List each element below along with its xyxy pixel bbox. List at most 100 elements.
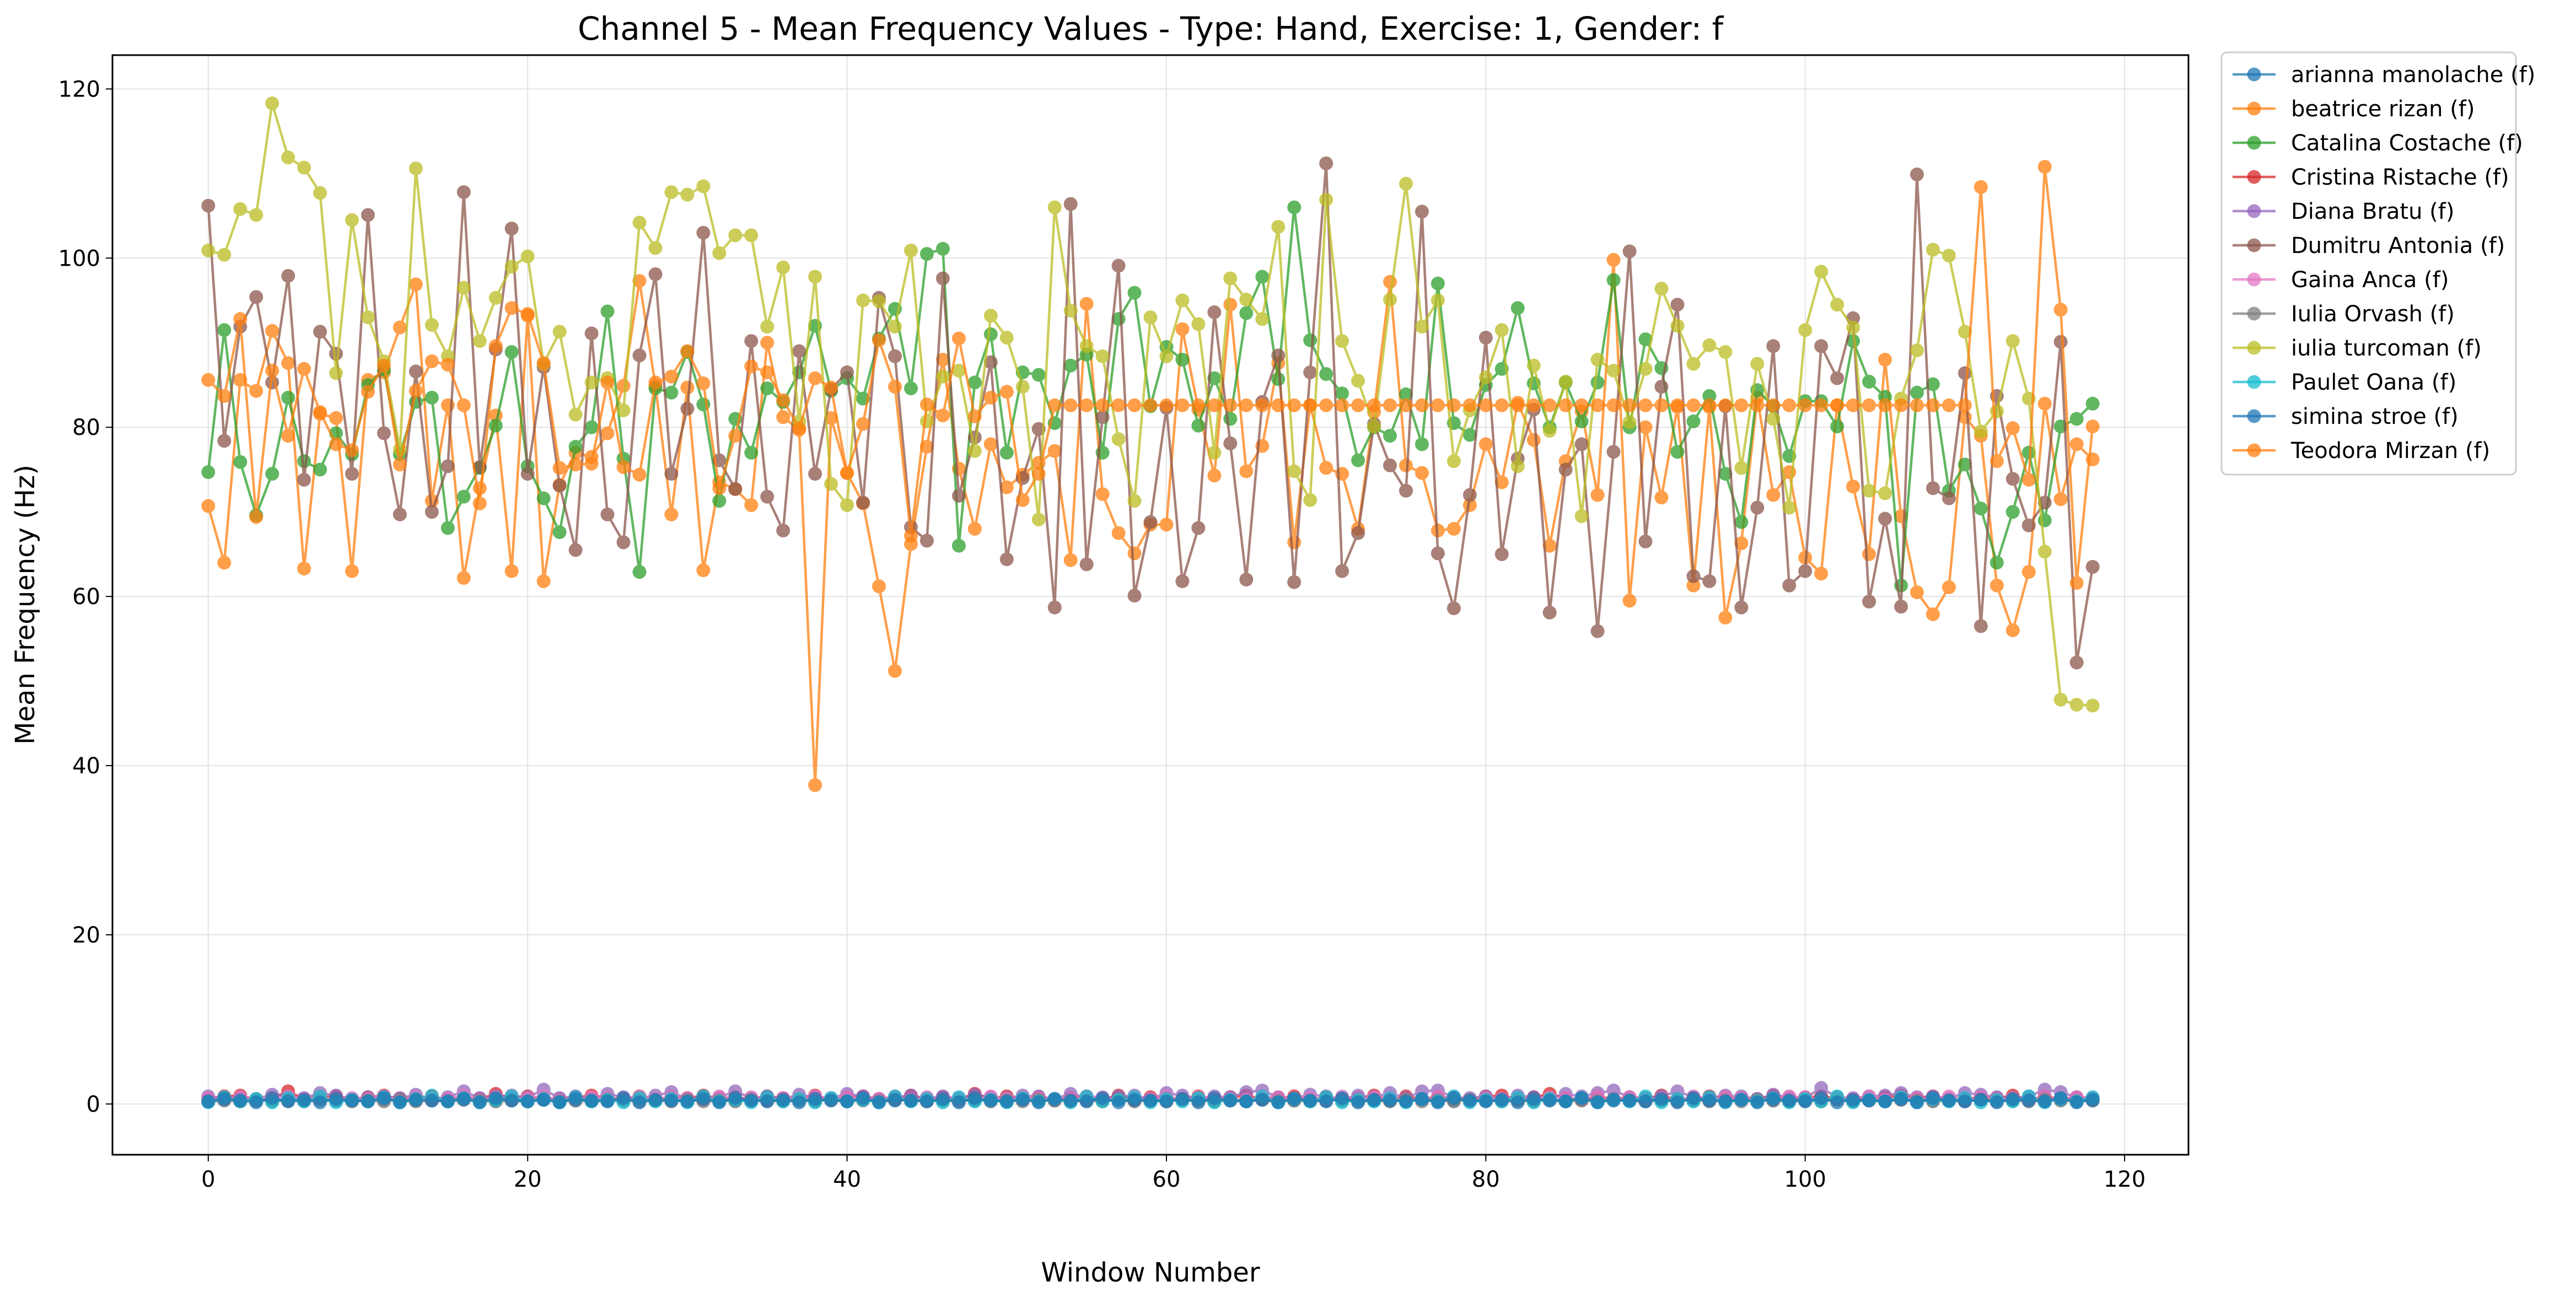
data-point: [600, 426, 615, 440]
data-point: [313, 462, 327, 477]
data-point: [1638, 398, 1653, 412]
data-point: [345, 1094, 359, 1108]
data-point: [904, 244, 918, 257]
data-point: [840, 498, 854, 512]
data-point: [265, 96, 279, 110]
data-point: [1015, 493, 1030, 507]
data-point: [377, 426, 391, 440]
data-point: [1798, 564, 1813, 578]
data-point: [440, 358, 455, 372]
data-point: [935, 408, 950, 423]
data-point: [1127, 286, 1142, 300]
data-point: [377, 358, 391, 373]
data-point: [1942, 249, 1956, 263]
data-point: [1926, 481, 1940, 496]
data-point: [648, 241, 663, 255]
legend-entry: iulia turcoman (f): [2233, 336, 2482, 361]
data-point: [1558, 1094, 1573, 1108]
data-point: [297, 472, 311, 487]
data-point: [1989, 578, 2004, 593]
data-point: [488, 339, 503, 353]
data-point: [536, 491, 551, 505]
data-point: [1399, 458, 1413, 472]
data-point: [1606, 273, 1621, 287]
data-point: [1319, 461, 1333, 475]
data-point: [1606, 398, 1621, 412]
data-point: [1383, 429, 1397, 443]
data-point: [1111, 259, 1126, 273]
data-point: [632, 348, 647, 363]
data-point: [1973, 619, 1988, 633]
data-point: [1079, 1094, 1094, 1108]
legend-entry: Diana Bratu (f): [2233, 199, 2454, 224]
y-tick-label: 20: [72, 923, 100, 948]
data-point: [568, 457, 583, 472]
data-point: [2037, 396, 2052, 411]
data-point: [999, 1094, 1014, 1108]
legend-marker: [2247, 101, 2261, 116]
data-point: [217, 247, 232, 262]
data-point: [632, 467, 647, 482]
data-point: [1910, 398, 1924, 412]
data-point: [2085, 419, 2100, 434]
data-point: [504, 260, 519, 274]
data-point: [1654, 398, 1669, 412]
data-point: [472, 334, 487, 348]
legend-marker: [2247, 67, 2261, 82]
data-point: [1191, 418, 1206, 433]
data-point: [1303, 493, 1317, 507]
data-point: [313, 325, 327, 339]
data-point: [1894, 398, 1908, 412]
data-point: [648, 375, 663, 390]
data-point: [1894, 1092, 1908, 1106]
series-9: [201, 96, 2100, 713]
data-point: [1670, 398, 1685, 412]
legend-marker: [2247, 272, 2261, 287]
data-point: [552, 525, 567, 539]
data-point: [201, 1094, 216, 1108]
data-point: [1351, 1095, 1365, 1110]
data-point: [1862, 398, 1876, 412]
data-point: [1319, 192, 1333, 207]
data-point: [1718, 467, 1733, 481]
data-point: [1351, 398, 1365, 412]
data-point: [1782, 398, 1797, 412]
data-point: [313, 405, 327, 419]
data-point: [1910, 343, 1924, 358]
data-point: [233, 202, 248, 216]
data-point: [951, 539, 966, 553]
data-point: [1782, 1094, 1797, 1108]
data-point: [1127, 398, 1142, 412]
data-point: [616, 379, 631, 393]
x-tick-label: 100: [1784, 1167, 1826, 1192]
data-point: [680, 402, 695, 416]
data-point: [744, 498, 759, 512]
data-point: [792, 1095, 806, 1110]
data-point: [584, 375, 599, 390]
data-point: [1175, 398, 1190, 412]
data-point: [1462, 1094, 1477, 1108]
data-point: [2085, 559, 2100, 574]
data-point: [361, 385, 375, 399]
data-point: [616, 403, 631, 417]
data-point: [265, 363, 279, 378]
data-point: [2037, 496, 2052, 510]
data-point: [1415, 320, 1429, 334]
data-point: [664, 185, 679, 200]
data-point: [1143, 398, 1158, 412]
data-point: [456, 1092, 471, 1106]
data-point: [712, 494, 727, 508]
data-point: [888, 380, 902, 394]
data-point: [2069, 437, 2084, 451]
data-point: [1079, 297, 1094, 311]
data-point: [1590, 353, 1605, 367]
data-point: [392, 1095, 407, 1110]
data-point: [632, 565, 647, 579]
data-point: [1223, 412, 1238, 426]
data-point: [935, 353, 950, 367]
legend-label: Iulia Orvash (f): [2291, 301, 2455, 327]
data-point: [1606, 252, 1621, 267]
data-point: [1846, 1092, 1860, 1107]
data-point: [1622, 1094, 1637, 1108]
data-point: [424, 354, 439, 368]
